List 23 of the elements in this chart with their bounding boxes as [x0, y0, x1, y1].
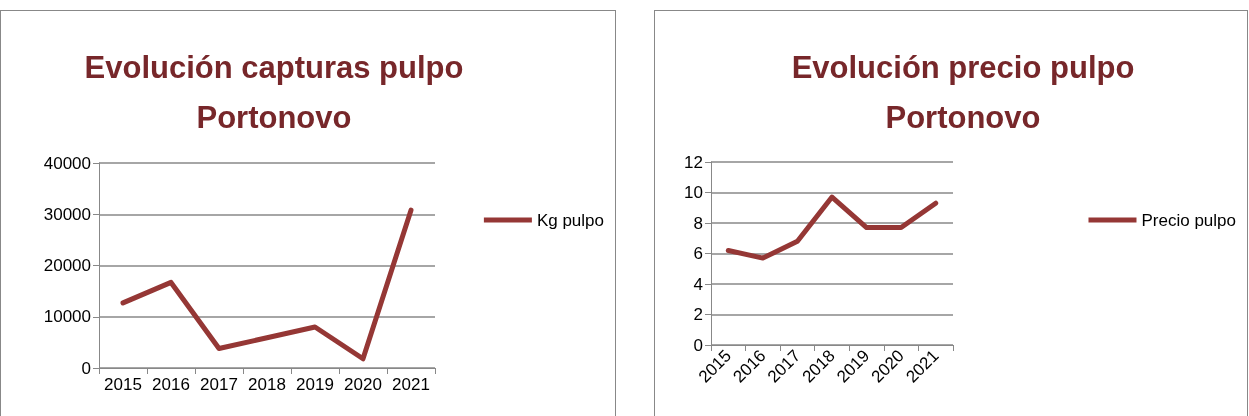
x-tick-label: 2016 [152, 375, 190, 394]
y-tick-label: 20000 [43, 256, 91, 275]
y-tick-label: 40000 [43, 153, 91, 173]
y-tick-label: 4 [693, 274, 703, 294]
y-tick-label: 12 [684, 152, 703, 172]
y-tick-label: 30000 [43, 204, 91, 224]
x-tick-label: 2020 [344, 375, 382, 394]
y-tick-label: 0 [693, 335, 703, 355]
y-tick-label: 10000 [43, 307, 91, 327]
x-tick-label: 2017 [200, 375, 238, 394]
x-tick-label: 2021 [392, 375, 430, 394]
y-tick-label: 2 [693, 305, 703, 324]
chart-title: Evolución capturas pulpo Portonovo [84, 49, 464, 135]
chart-title: Evolución precio pulpo Portonovo [791, 49, 1135, 135]
y-tick-label: 8 [693, 213, 703, 233]
legend-label: Precio pulpo [1141, 210, 1237, 230]
x-tick-label: 2018 [248, 375, 286, 394]
x-tick-label: 2015 [104, 375, 142, 394]
y-tick-label: 0 [81, 358, 91, 378]
y-tick-label: 10 [684, 183, 703, 202]
legend-label: Kg pulpo [536, 210, 605, 230]
y-tick-label: 6 [693, 244, 703, 263]
x-tick-label: 2019 [296, 375, 334, 394]
